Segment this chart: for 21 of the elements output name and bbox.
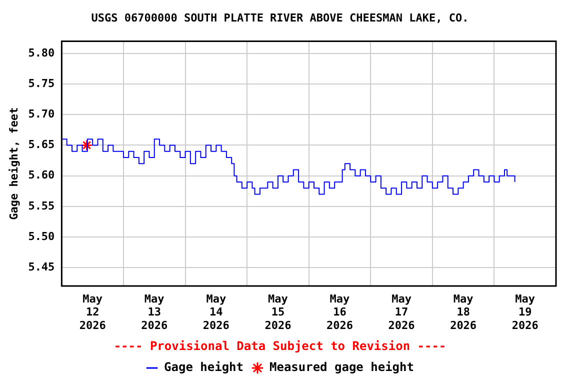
y-tick-label: 5.60 xyxy=(28,168,55,182)
x-tick-label: May 18 2026 xyxy=(450,292,477,332)
x-tick-label: May 14 2026 xyxy=(202,292,230,332)
x-tick-label: May 13 2026 xyxy=(141,292,168,332)
x-tick-label: May 15 2026 xyxy=(264,292,292,332)
x-tick-label: May 12 2026 xyxy=(79,292,106,332)
y-tick-label: 5.80 xyxy=(28,46,55,60)
legend-label: Measured gage height xyxy=(269,360,414,374)
chart-title: USGS 06700000 SOUTH PLATTE RIVER ABOVE CHEESMAN LAKE, CO. xyxy=(91,11,469,24)
y-axis-title: Gage height, feet xyxy=(7,107,20,220)
x-tick-label: May 16 2026 xyxy=(326,292,354,332)
y-tick-label: 5.75 xyxy=(28,76,55,90)
y-tick-label: 5.50 xyxy=(28,230,55,243)
x-tick-label: May 17 2026 xyxy=(388,292,416,332)
y-tick-label: 5.55 xyxy=(28,199,55,212)
y-tick-label: 5.65 xyxy=(28,138,55,152)
legend-label: Gage height xyxy=(164,360,244,374)
y-tick-label: 5.45 xyxy=(28,260,55,274)
text: ---- Provisional Data Subject to Revision ---- xyxy=(114,338,446,353)
x-tick-label: May 19 2026 xyxy=(512,292,539,332)
y-tick-label: 5.70 xyxy=(28,108,55,120)
